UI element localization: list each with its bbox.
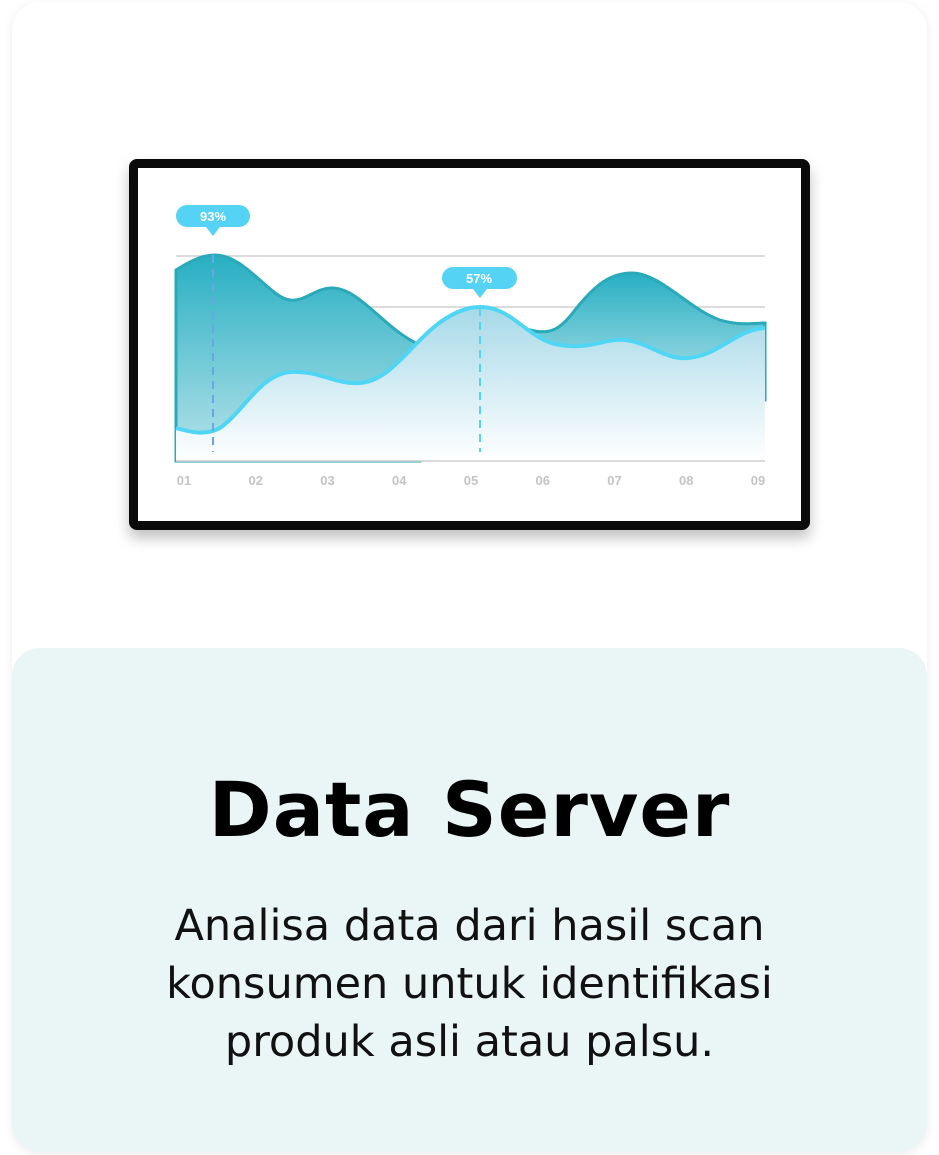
card-footer: [12, 648, 927, 1152]
light-line: [175, 304, 766, 435]
card-description: Analisa data dari hasil scan konsumen un…: [166, 901, 773, 1067]
x-tick-label: 06: [536, 473, 550, 488]
callout-57: 57%: [442, 267, 517, 298]
x-tick-label: 03: [320, 473, 334, 488]
x-tick-label: 01: [177, 473, 191, 488]
svg-text:93%: 93%: [200, 209, 226, 224]
callout-93: 93%: [176, 205, 250, 236]
x-tick-label: 07: [607, 473, 621, 488]
x-tick-label: 02: [249, 473, 263, 488]
x-tick-label: 09: [751, 473, 765, 488]
x-tick-label: 05: [464, 473, 478, 488]
svg-text:57%: 57%: [466, 271, 492, 286]
light-area: [176, 306, 765, 461]
x-tick-label: 08: [679, 473, 693, 488]
card-title: Data Server: [208, 765, 731, 854]
x-tick-label: 04: [392, 473, 407, 488]
